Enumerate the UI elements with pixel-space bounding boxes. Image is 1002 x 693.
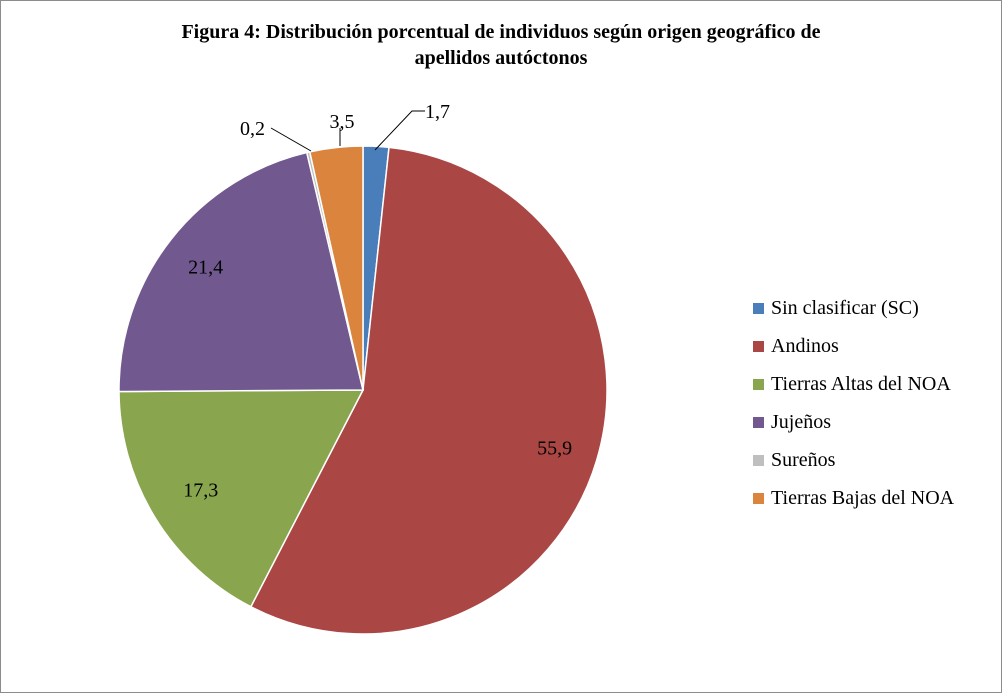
legend-label: Tierras Altas del NOA	[771, 372, 951, 395]
legend-label: Tierras Bajas del NOA	[771, 486, 955, 509]
data-label-juje-os: 21,4	[188, 256, 223, 278]
pie-slice-juje-os	[118, 151, 364, 393]
chart-title: Figura 4: Distribución porcentual de ind…	[91, 19, 911, 71]
legend-label: Sureños	[771, 448, 836, 471]
legend: Sin clasificar (SC) Andinos Tierras Altas …	[753, 289, 954, 517]
legend-swatch	[753, 492, 764, 504]
legend-item: Sin clasificar (SC)	[753, 289, 954, 327]
legend-label: Andinos	[771, 334, 839, 357]
legend-item: Andinos	[753, 327, 954, 365]
legend-swatch	[753, 416, 764, 428]
chart-title-line-2: apellidos autóctonos	[414, 47, 588, 69]
legend-item: Tierras Bajas del NOA	[753, 479, 954, 517]
legend-item: Jujeños	[753, 403, 954, 441]
leader-line	[374, 110, 425, 151]
data-label-tierras-altas-del-noa: 17,3	[183, 479, 218, 501]
legend-label: Jujeños	[771, 410, 831, 433]
legend-swatch	[753, 340, 764, 352]
leader-line	[270, 127, 312, 152]
chart-title-line-1: Figura 4: Distribución porcentual de ind…	[181, 21, 821, 43]
legend-swatch	[753, 378, 764, 390]
legend-item: Sureños	[753, 441, 954, 479]
pie-slice-andinos	[249, 146, 608, 635]
data-label-andinos: 55,9	[537, 438, 572, 460]
data-label-sure-os: 0,2	[240, 118, 265, 140]
pie-slice-tierras-bajas-del-noa	[308, 145, 364, 391]
legend-swatch	[753, 302, 764, 314]
legend-swatch	[753, 454, 764, 466]
legend-item: Tierras Altas del NOA	[753, 365, 954, 403]
data-label-sin-clasificar-sc: 1,7	[425, 101, 450, 123]
pie-slice-tierras-altas-del-noa	[118, 389, 365, 608]
legend-label: Sin clasificar (SC)	[771, 296, 919, 319]
data-label-tierras-bajas-del-noa: 3,5	[330, 111, 355, 133]
